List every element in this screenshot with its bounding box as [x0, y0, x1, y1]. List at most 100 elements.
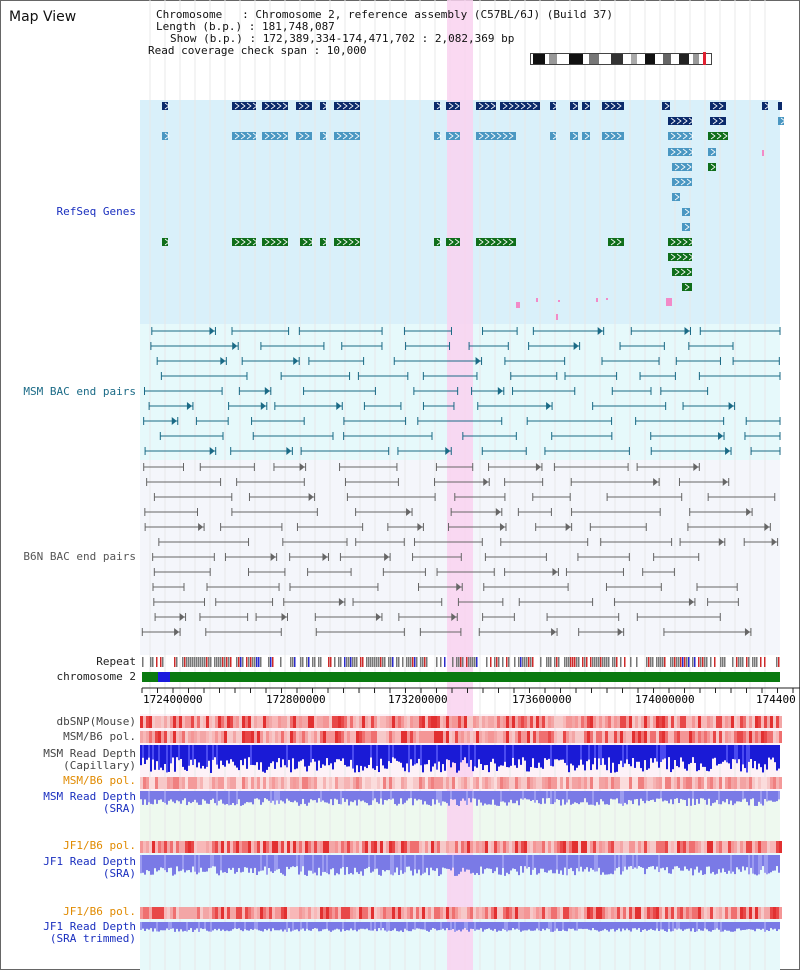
depth-bar	[492, 922, 494, 931]
depth-bar	[270, 922, 272, 932]
heat-cell	[290, 907, 293, 919]
depth-bar	[170, 791, 172, 800]
heat-cell	[371, 841, 374, 853]
depth-bar	[330, 922, 332, 932]
depth-bar	[452, 922, 454, 929]
repeat-element	[694, 657, 696, 667]
depth-bar	[320, 855, 322, 876]
depth-bar	[490, 855, 492, 869]
heat-cell	[542, 907, 545, 919]
heat-cell	[482, 731, 485, 743]
depth-bar	[434, 745, 436, 764]
depth-bar	[478, 791, 480, 800]
bac-arrow	[171, 417, 177, 425]
heat-cell	[668, 731, 671, 743]
depth-bar	[622, 791, 624, 806]
depth-bar	[616, 855, 618, 869]
bac-arrow	[483, 478, 489, 486]
heat-cell	[416, 841, 419, 853]
gene-strand-arrow	[246, 102, 252, 110]
repeat-element	[742, 657, 744, 667]
heat-cell	[575, 907, 578, 919]
depth-bar	[202, 791, 204, 800]
gene-strand-arrow	[478, 132, 484, 140]
gene-strand-arrow	[670, 253, 676, 261]
heat-cell	[614, 841, 617, 853]
heat-cell	[434, 731, 437, 743]
bac-arrow	[728, 402, 734, 410]
bac-arrow	[406, 508, 412, 516]
depth-bar	[658, 922, 660, 931]
gene-strand-arrow	[502, 102, 508, 110]
gene-marker	[666, 298, 672, 306]
depth-bar	[772, 922, 774, 930]
refseq-genes-label[interactable]: RefSeq Genes	[56, 205, 136, 218]
depth-bar	[170, 922, 172, 929]
depth-bar	[228, 855, 230, 869]
heat-cell	[293, 716, 296, 728]
depth-bar	[402, 855, 404, 874]
depth-bar	[204, 791, 206, 801]
depth-bar	[502, 922, 504, 929]
depth-bar	[532, 745, 534, 759]
depth-bar	[546, 791, 548, 799]
depth-bar	[296, 855, 298, 867]
depth-bar	[332, 745, 334, 770]
repeat-element	[498, 657, 500, 667]
heat-cell	[350, 907, 353, 919]
b6n-bac-label[interactable]: B6N BAC end pairs	[23, 550, 136, 563]
heat-cell	[425, 841, 428, 853]
depth-bar	[666, 791, 668, 801]
depth-bar	[458, 855, 460, 875]
heat-cell	[743, 907, 746, 919]
heat-cell	[710, 716, 713, 728]
heat-cell	[356, 907, 359, 919]
heat-cell	[140, 777, 143, 789]
depth-bar	[690, 855, 692, 869]
gene-strand-arrow	[342, 238, 348, 246]
depth-bar	[594, 855, 596, 872]
heat-cell	[221, 716, 224, 728]
msm-bac-label[interactable]: MSM BAC end pairs	[23, 385, 136, 398]
repeat-element	[566, 657, 568, 667]
heat-cell	[512, 731, 515, 743]
depth-bar	[224, 922, 226, 932]
gene-feature	[476, 102, 496, 110]
gene-strand-arrow	[584, 132, 590, 140]
heat-cell	[653, 841, 656, 853]
depth-bar	[548, 791, 550, 799]
heat-cell	[392, 731, 395, 743]
heat-cell	[602, 716, 605, 728]
depth-bar	[362, 855, 364, 876]
heat-cell	[365, 841, 368, 853]
heat-cell	[479, 841, 482, 853]
depth-bar	[588, 791, 590, 805]
depth-bar	[232, 791, 234, 803]
depth-bar	[564, 791, 566, 805]
depth-bar	[204, 855, 206, 872]
depth-bar	[522, 922, 524, 931]
depth-bar	[248, 855, 250, 873]
chromosome-ideogram[interactable]	[530, 52, 712, 65]
depth-bar	[270, 855, 272, 872]
depth-bar	[672, 745, 674, 770]
depth-bar	[220, 855, 222, 871]
gene-strand-arrow	[584, 102, 590, 110]
heat-cell	[737, 907, 740, 919]
depth-bar	[368, 745, 370, 765]
depth-bar	[610, 922, 612, 930]
heat-cell	[326, 716, 329, 728]
heat-cell	[770, 841, 773, 853]
heat-cell	[602, 841, 605, 853]
heat-cell	[254, 731, 257, 743]
heat-cell	[614, 731, 617, 743]
gene-strand-arrow	[234, 238, 240, 246]
heat-cell	[176, 777, 179, 789]
repeat-element	[184, 657, 186, 667]
depth-bar	[384, 745, 386, 769]
depth-bar	[166, 855, 168, 873]
heat-cell	[440, 731, 443, 743]
depth-bar	[770, 791, 772, 801]
depth-bar	[608, 791, 610, 805]
